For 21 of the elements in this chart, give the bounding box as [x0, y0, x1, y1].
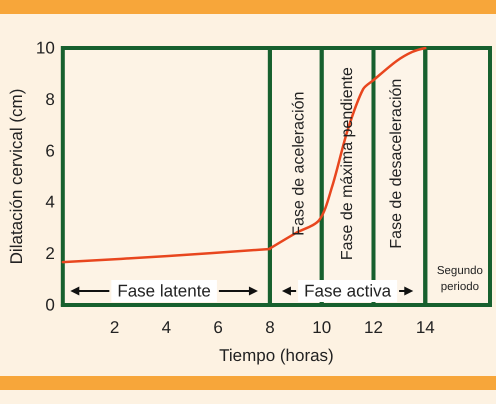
- x-tick-label: 12: [364, 318, 383, 337]
- y-tick-label: 0: [45, 296, 55, 314]
- band-label: Fase de aceleración: [290, 92, 308, 236]
- x-tick-label: 6: [213, 318, 223, 337]
- x-tick-label: 8: [265, 318, 275, 337]
- y-tick-label: 4: [45, 192, 55, 212]
- y-tick-label: 6: [45, 141, 55, 160]
- band-label: Fase latente: [117, 282, 211, 300]
- y-axis-title: Dilatación cervical (cm): [7, 88, 26, 264]
- y-tick-label: 10: [36, 38, 55, 58]
- y-tick-label: 8: [45, 90, 55, 109]
- band-label: Segundo periodo: [436, 265, 483, 293]
- band-label: Fase de máxima pendiente: [339, 67, 356, 260]
- x-tick-label: 14: [416, 318, 435, 337]
- y-tick-label: 2: [45, 244, 55, 264]
- x-tick-label: 4: [162, 318, 172, 337]
- band-label: Fase de desaceleración: [388, 78, 405, 249]
- band-label: Fase activa: [304, 282, 392, 300]
- x-tick-label: 10: [312, 318, 332, 337]
- x-tick-label: 2: [110, 318, 120, 337]
- x-axis-title: Tiempo (horas): [219, 346, 334, 365]
